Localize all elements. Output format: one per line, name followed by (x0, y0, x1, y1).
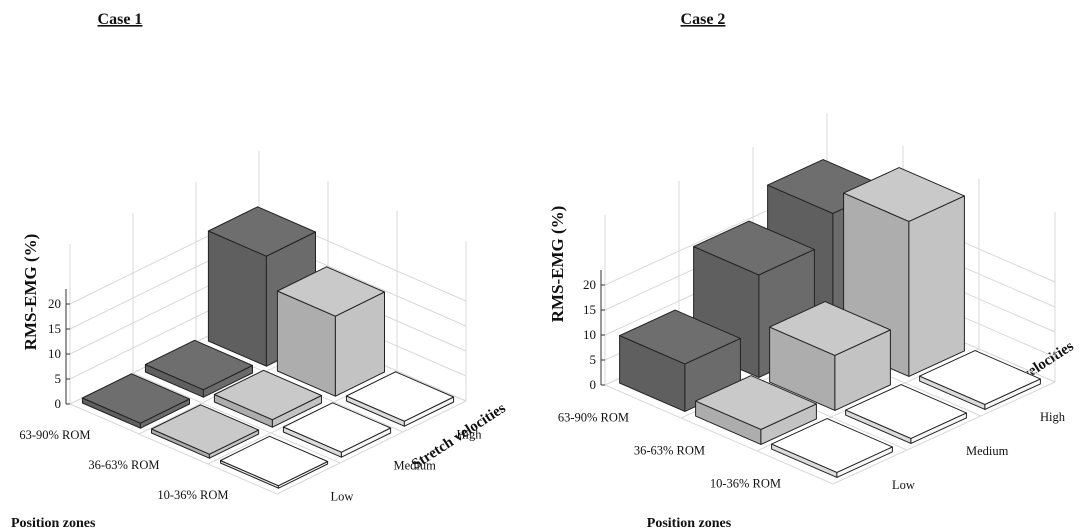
bar-top-face (151, 404, 260, 455)
position-zone-label: 36-63% ROM (88, 458, 159, 472)
y-tick-label: 0 (590, 377, 597, 392)
y-tick-label: 10 (583, 327, 596, 342)
chart-title: Case 1 (98, 11, 143, 28)
chart-title: Case 2 (681, 11, 726, 28)
bar-top-face (919, 350, 1041, 405)
stretch-velocity-label: Medium (394, 459, 437, 473)
position-zone-label: 63-90% ROM (558, 411, 629, 425)
bar-top-face (771, 418, 893, 473)
case-2-chart: Case 2 RMS-EMG (%) Position zones Stretc… (548, 11, 1077, 531)
bar-top-face (619, 309, 741, 365)
bar (845, 384, 967, 444)
y-tick-label: 15 (48, 321, 61, 336)
bar (282, 402, 392, 458)
bar-top-face (207, 206, 316, 257)
grid-line (832, 381, 1056, 485)
bar-top-face (282, 402, 392, 453)
bar-top-face (843, 167, 965, 222)
bar-top-face (769, 301, 891, 356)
bar (695, 375, 817, 445)
bar (276, 266, 385, 397)
stretch-velocity-label: Medium (966, 444, 1009, 458)
bar-top-face (845, 384, 967, 439)
grid-line (276, 400, 467, 495)
y-tick-label: 20 (48, 296, 61, 311)
position-zone-label: 10-36% ROM (157, 488, 228, 502)
bar (220, 435, 329, 489)
y-tick-label: 5 (55, 371, 62, 386)
grid-line (69, 403, 278, 495)
position-zone-label: 63-90% ROM (19, 428, 90, 442)
y-axis-label: RMS-EMG (%) (21, 234, 40, 351)
bar-top-face (81, 373, 190, 424)
bar-top-face (276, 266, 385, 317)
y-tick-label: 5 (590, 352, 597, 367)
bar-top-face (695, 375, 817, 430)
position-zone-label: 36-63% ROM (634, 444, 705, 458)
y-axis-label: RMS-EMG (%) (548, 206, 567, 323)
position-zone-label: 10-36% ROM (710, 477, 781, 491)
bar (81, 373, 190, 429)
x-axis-label: Position zones (11, 516, 96, 531)
bar-front-face (908, 195, 965, 377)
stretch-velocity-label: Low (892, 478, 915, 492)
bar (919, 350, 1041, 410)
bar (771, 418, 893, 478)
bar (345, 371, 455, 427)
bar-top-face (693, 220, 815, 276)
x-axis-label: Position zones (647, 516, 732, 531)
bar (144, 339, 253, 398)
stretch-velocity-label: Low (331, 490, 354, 504)
bar-top-face (144, 339, 253, 391)
bar-top-face (220, 435, 329, 487)
bar-top-face (345, 371, 455, 422)
y-tick-label: 20 (583, 277, 596, 292)
case-1-chart: Case 1 RMS-EMG (%) Position zones Stretc… (11, 11, 509, 531)
bar (213, 369, 322, 428)
y-tick-label: 10 (48, 346, 61, 361)
bar (151, 404, 260, 459)
stretch-velocity-label: High (457, 428, 483, 442)
stretch-velocity-label: High (1040, 410, 1066, 424)
bar-top-face (213, 369, 322, 421)
bar (769, 301, 891, 411)
y-tick-label: 0 (55, 396, 62, 411)
grid-line (132, 372, 341, 464)
grid-line (604, 384, 834, 485)
bar (619, 309, 741, 412)
y-tick-label: 15 (583, 302, 596, 317)
